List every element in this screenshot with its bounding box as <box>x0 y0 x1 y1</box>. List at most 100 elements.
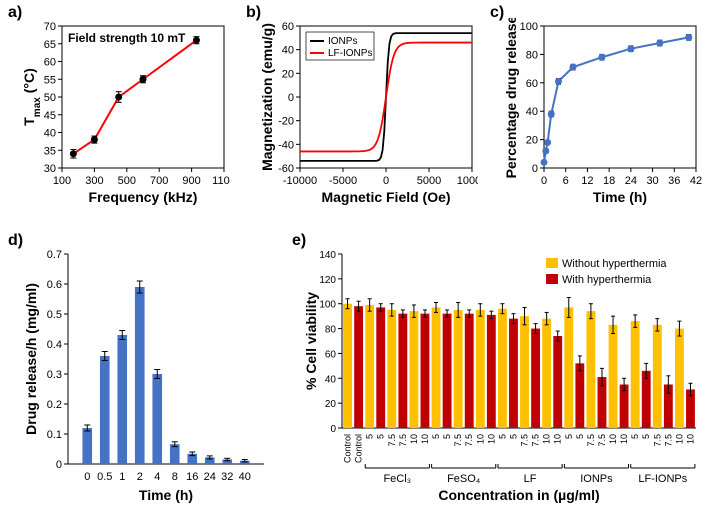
svg-text:7.5: 7.5 <box>652 434 662 447</box>
panel-d: 00.10.20.30.40.50.60.700.5124816243240Ti… <box>20 246 270 506</box>
svg-text:0.6: 0.6 <box>47 279 62 291</box>
svg-text:120: 120 <box>319 275 336 286</box>
svg-text:IONPs: IONPs <box>580 473 613 485</box>
svg-text:% Cell viability: % Cell viability <box>303 292 319 390</box>
svg-text:-5000: -5000 <box>329 175 357 187</box>
svg-text:40: 40 <box>526 106 538 118</box>
svg-text:40: 40 <box>282 45 294 57</box>
svg-text:0.1: 0.1 <box>47 429 62 441</box>
svg-text:10: 10 <box>553 434 563 444</box>
svg-text:30: 30 <box>646 175 658 187</box>
svg-text:5: 5 <box>575 434 585 439</box>
svg-text:-20: -20 <box>278 116 294 128</box>
svg-text:7.5: 7.5 <box>453 434 463 447</box>
panel-a: 3035404550556065701003005007009001100Fie… <box>20 18 230 208</box>
svg-text:20: 20 <box>282 68 294 80</box>
svg-text:10: 10 <box>409 434 419 444</box>
svg-text:18: 18 <box>603 175 615 187</box>
svg-text:7.5: 7.5 <box>520 434 530 447</box>
svg-text:0: 0 <box>288 92 294 104</box>
svg-text:7.5: 7.5 <box>586 434 596 447</box>
svg-text:20: 20 <box>325 399 337 410</box>
svg-text:36: 36 <box>668 175 680 187</box>
svg-text:0.5: 0.5 <box>97 471 112 483</box>
svg-text:7.5: 7.5 <box>387 434 397 447</box>
svg-text:35: 35 <box>44 145 56 157</box>
panel-d-svg: 00.10.20.30.40.50.60.700.5124816243240Ti… <box>20 246 270 506</box>
svg-text:700: 700 <box>150 175 168 187</box>
svg-text:6: 6 <box>563 175 569 187</box>
svg-text:0.4: 0.4 <box>47 339 62 351</box>
svg-text:4: 4 <box>154 471 160 483</box>
svg-text:24: 24 <box>204 471 216 483</box>
svg-text:-40: -40 <box>278 139 294 151</box>
svg-text:40: 40 <box>325 374 337 385</box>
svg-text:Without hyperthermia: Without hyperthermia <box>562 258 667 270</box>
svg-text:-60: -60 <box>278 163 294 175</box>
svg-text:60: 60 <box>526 78 538 90</box>
svg-text:10: 10 <box>674 434 684 444</box>
svg-text:7.5: 7.5 <box>597 434 607 447</box>
svg-text:5: 5 <box>376 434 386 439</box>
svg-text:0.7: 0.7 <box>47 249 62 261</box>
svg-text:Tmax (°C): Tmax (°C) <box>21 68 43 126</box>
svg-text:Control: Control <box>343 434 353 463</box>
svg-text:100: 100 <box>53 175 71 187</box>
svg-text:5: 5 <box>564 434 574 439</box>
svg-text:Magnetization (emu/g): Magnetization (emu/g) <box>259 23 275 171</box>
svg-text:Percentage drug release: Percentage drug release <box>503 18 519 178</box>
panel-c: 02040608010006121824303642Time (h)Percen… <box>502 18 702 208</box>
svg-text:2: 2 <box>137 471 143 483</box>
svg-text:24: 24 <box>625 175 637 187</box>
svg-text:10: 10 <box>475 434 485 444</box>
svg-text:8: 8 <box>172 471 178 483</box>
svg-text:1100: 1100 <box>212 175 230 187</box>
svg-text:5: 5 <box>630 434 640 439</box>
svg-text:10000: 10000 <box>457 175 478 187</box>
svg-text:7.5: 7.5 <box>663 434 673 447</box>
panel-c-svg: 02040608010006121824303642Time (h)Percen… <box>502 18 702 208</box>
svg-text:0: 0 <box>383 175 389 187</box>
svg-text:70: 70 <box>44 21 56 33</box>
svg-text:5: 5 <box>365 434 375 439</box>
svg-text:5: 5 <box>431 434 441 439</box>
panel-a-svg: 3035404550556065701003005007009001100Fie… <box>20 18 230 208</box>
svg-text:Field strength 10 mT: Field strength 10 mT <box>68 31 186 45</box>
svg-text:5000: 5000 <box>417 175 441 187</box>
svg-text:LF-IONPs: LF-IONPs <box>638 473 687 485</box>
svg-text:300: 300 <box>85 175 103 187</box>
svg-text:Frequency (kHz): Frequency (kHz) <box>89 189 198 205</box>
svg-text:0.2: 0.2 <box>47 399 62 411</box>
svg-text:40: 40 <box>239 471 251 483</box>
svg-text:140: 140 <box>319 250 336 261</box>
svg-text:0: 0 <box>541 175 547 187</box>
svg-text:65: 65 <box>44 39 56 51</box>
svg-text:40: 40 <box>44 128 56 140</box>
svg-text:-10000: -10000 <box>283 175 317 187</box>
svg-text:16: 16 <box>186 471 198 483</box>
svg-text:0: 0 <box>84 471 90 483</box>
svg-text:FeCl₃: FeCl₃ <box>383 473 411 485</box>
svg-text:50: 50 <box>44 92 56 104</box>
svg-text:7.5: 7.5 <box>464 434 474 447</box>
svg-text:Concentration in (µg/ml): Concentration in (µg/ml) <box>438 487 599 503</box>
svg-text:IONPs: IONPs <box>328 36 357 47</box>
svg-text:10: 10 <box>608 434 618 444</box>
svg-text:5: 5 <box>497 434 507 439</box>
svg-text:900: 900 <box>182 175 200 187</box>
svg-text:Drug release/h (mg/ml): Drug release/h (mg/ml) <box>23 283 39 435</box>
svg-text:LF: LF <box>524 473 537 485</box>
svg-text:10: 10 <box>486 434 496 444</box>
svg-text:100: 100 <box>520 21 538 33</box>
svg-text:0: 0 <box>56 459 62 471</box>
svg-text:60: 60 <box>325 349 337 360</box>
panel-b: -60-40-200204060-10000-50000500010000ION… <box>258 18 478 208</box>
svg-text:5: 5 <box>641 434 651 439</box>
svg-text:1: 1 <box>119 471 125 483</box>
svg-text:80: 80 <box>325 325 337 336</box>
svg-text:With hyperthermia: With hyperthermia <box>562 274 652 286</box>
svg-text:20: 20 <box>526 135 538 147</box>
svg-text:60: 60 <box>44 57 56 69</box>
panel-e: 020406080100120140ControlControl557.57.5… <box>302 246 702 506</box>
svg-text:0: 0 <box>532 163 538 175</box>
